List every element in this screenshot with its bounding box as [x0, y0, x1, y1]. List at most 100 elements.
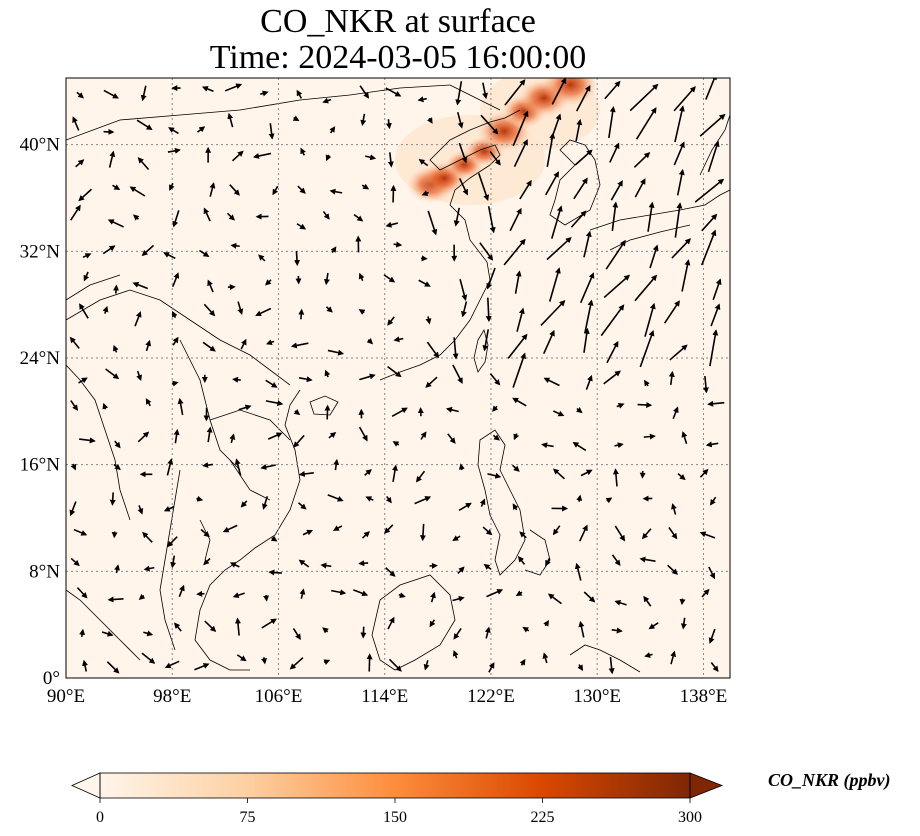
- wind-arrow: [542, 652, 549, 664]
- wind-arrow: [75, 159, 85, 168]
- wind-arrow: [297, 502, 307, 510]
- wind-arrow: [453, 627, 462, 640]
- wind-arrow: [132, 214, 140, 221]
- wind-arrow: [452, 337, 459, 360]
- wind-arrow: [325, 154, 332, 162]
- wind-arrow: [177, 397, 184, 416]
- wind-arrow: [673, 86, 696, 112]
- wind-arrow: [136, 119, 153, 130]
- wind-arrow: [383, 524, 394, 534]
- wind-arrow: [132, 282, 149, 290]
- wind-arrow: [512, 464, 520, 472]
- wind-arrow: [78, 377, 88, 384]
- wind-arrow: [702, 376, 709, 394]
- wind-arrow: [327, 349, 345, 356]
- wind-arrow: [172, 310, 178, 319]
- wind-arrow: [516, 307, 525, 332]
- wind-arrow: [616, 403, 625, 409]
- wind-arrow: [458, 502, 472, 512]
- wind-arrow: [614, 525, 626, 542]
- wind-arrow: [385, 87, 402, 97]
- wind-arrow: [427, 210, 438, 236]
- wind-arrow: [639, 329, 655, 368]
- wind-arrow: [293, 409, 301, 416]
- wind-arrow: [393, 336, 404, 343]
- wind-arrow: [456, 111, 464, 129]
- wind-arrow: [102, 245, 116, 255]
- wind-arrow: [140, 85, 147, 102]
- wind-arrow: [113, 463, 121, 471]
- wind-arrow: [170, 555, 177, 569]
- map-subtitle-time: Time: 2024-03-05 16:00:00: [209, 39, 587, 76]
- wind-arrow: [69, 501, 77, 517]
- wind-arrow: [507, 333, 528, 359]
- wind-arrow: [263, 594, 270, 602]
- wind-arrow: [452, 535, 461, 542]
- wind-arrow: [365, 496, 374, 502]
- wind-arrow: [519, 179, 532, 200]
- wind-arrow: [237, 301, 244, 315]
- wind-arrow: [634, 274, 658, 302]
- wind-arrow: [415, 470, 426, 483]
- wind-arrow: [398, 592, 406, 599]
- wind-arrow: [329, 126, 336, 134]
- wind-arrow: [107, 596, 124, 603]
- wind-arrow: [576, 407, 583, 414]
- wind-arrow: [455, 81, 463, 106]
- wind-arrow: [425, 316, 432, 325]
- wind-arrow: [302, 529, 313, 536]
- wind-arrow: [238, 404, 252, 411]
- wind-arrow: [643, 595, 652, 607]
- wind-arrow: [540, 300, 566, 327]
- wind-arrow: [268, 569, 282, 576]
- wind-arrow: [265, 400, 284, 407]
- wind-arrow: [178, 584, 185, 598]
- wind-arrow: [108, 150, 116, 168]
- wind-arrow: [600, 304, 625, 337]
- wind-arrow: [603, 274, 631, 299]
- wind-arrow: [290, 342, 309, 349]
- wind-arrow: [202, 341, 216, 352]
- wind-arrow: [392, 441, 400, 447]
- wind-arrow: [265, 279, 272, 286]
- wind-arrow: [708, 628, 716, 644]
- longitude-tick-label: 114°E: [361, 686, 408, 707]
- wind-arrow: [323, 659, 331, 665]
- wind-arrow: [459, 278, 468, 301]
- wind-arrow: [667, 564, 679, 575]
- wind-arrow: [541, 442, 554, 449]
- wind-arrow: [543, 377, 560, 387]
- wind-arrow: [173, 428, 180, 444]
- wind-arrow: [460, 301, 468, 318]
- wind-arrow: [201, 86, 214, 92]
- wind-arrow: [106, 661, 120, 674]
- wind-arrow: [255, 307, 272, 317]
- wind-arrow: [76, 587, 88, 599]
- wind-arrow: [296, 223, 307, 230]
- wind-arrow: [425, 376, 438, 388]
- wind-arrow: [483, 563, 492, 570]
- wind-arrow: [232, 592, 245, 599]
- wind-arrow: [388, 658, 402, 672]
- wind-arrow: [668, 370, 675, 385]
- wind-arrow: [202, 462, 214, 469]
- wind-arrow: [420, 431, 427, 440]
- wind-arrow: [710, 661, 719, 673]
- colorbar-max-extend: [689, 772, 724, 799]
- wind-arrow: [486, 589, 504, 598]
- latitude-tick-label: 40°N: [20, 135, 61, 156]
- wind-arrow: [452, 595, 465, 602]
- wind-arrow: [143, 630, 154, 637]
- wind-arrow: [635, 107, 657, 140]
- wind-arrow: [489, 150, 501, 166]
- wind-arrow: [167, 147, 181, 154]
- wind-arrow: [114, 564, 120, 574]
- wind-arrow: [663, 300, 680, 324]
- colorbar-tick-label: 300: [678, 809, 702, 826]
- wind-arrow: [392, 464, 398, 482]
- wind-arrow: [699, 468, 709, 478]
- longitude-tick-label: 138°E: [680, 686, 728, 707]
- wind-arrow: [553, 410, 565, 417]
- wind-arrow: [491, 405, 499, 412]
- wind-arrow: [509, 207, 522, 232]
